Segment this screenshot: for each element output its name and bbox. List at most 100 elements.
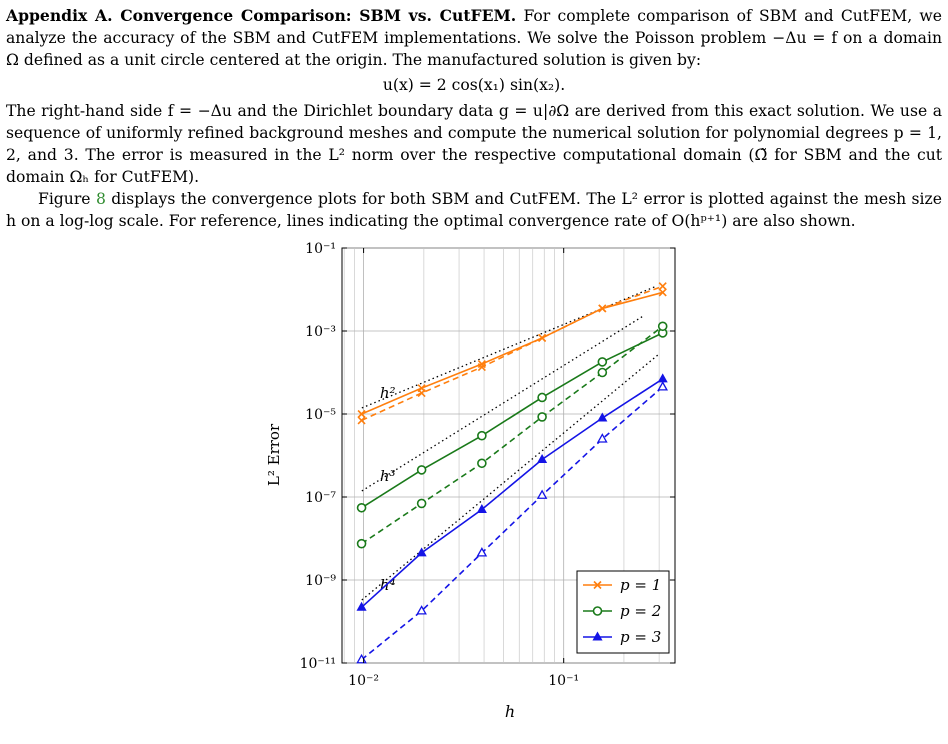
y-tick-label: 10⁻⁹ [305,573,336,589]
data-point [356,601,367,611]
y-tick-label: 10⁻⁵ [305,407,336,423]
data-point [356,502,367,513]
data-point [537,412,547,422]
marker-cross [658,282,667,291]
marker-circle [597,367,608,378]
y-axis-label: L² Error [265,423,283,486]
data-point [597,367,608,378]
data-point [657,373,668,383]
legend-label: p = 2 [620,602,661,620]
figure-ref-link[interactable]: 8 [95,190,106,208]
marker-circle [537,412,547,422]
marker-cross [357,416,366,425]
data-point [476,503,487,513]
marker-cross [357,409,366,419]
data-point [417,388,426,398]
series-line [361,386,664,661]
data-point [477,458,487,469]
axis-ticks: 10⁻¹¹ 10⁻⁹ 10⁻⁷ 10⁻⁵ 10⁻³ 10⁻¹ 10⁻² 10⁻¹ [300,241,675,689]
marker-circle [592,606,603,616]
x-axis-label: h [505,702,515,721]
data-point [658,282,667,291]
reference-line [361,315,644,492]
marker-cross [593,580,602,590]
legend-entry: p = 3 [583,628,661,646]
marker-cross [538,333,547,343]
marker-circle [477,458,487,469]
y-tick-label: 10⁻¹ [305,241,336,257]
data-point [477,430,487,441]
data-point [597,433,608,443]
marker-circle [537,392,547,403]
marker-circle [477,430,487,441]
paragraph-3: Figure 8 displays the convergence plots … [6,188,942,232]
marker-circle [657,321,668,332]
marker-triangle [537,453,548,464]
data-point [356,538,367,549]
marker-cross [477,363,486,372]
marker-stroke [658,288,667,297]
legend-entry: p = 1 [583,576,661,594]
data-point [357,416,366,425]
y-tick-label: 10⁻³ [305,324,336,340]
data-point [416,605,427,615]
marker-stroke [477,363,486,372]
marker-triangle [592,631,603,641]
marker-stroke [477,359,486,369]
y-tick-label: 10⁻⁷ [305,490,336,506]
data-point [477,363,486,372]
legend-label: p = 3 [620,628,661,646]
data-point [597,412,608,422]
series-line [361,378,664,608]
series-line [361,325,664,545]
paragraph-1: Appendix A. Convergence Comparison: SBM … [6,5,942,71]
data-point [538,333,547,343]
marker-circle [597,357,608,367]
marker-circle [416,498,427,509]
series-line [361,285,663,422]
marker-cross [658,288,667,297]
reference-line [361,285,657,409]
legend-entry: p = 2 [583,602,661,620]
equation: u(x) = 2 cos(x₁) sin(x₂). [382,76,566,94]
marker-stroke [598,304,607,313]
marker-triangle [657,373,668,383]
paragraph-2: The right-hand side f = −Δu and the Diri… [6,102,942,186]
x-tick-label: 10⁻¹ [548,673,579,689]
data-point [357,409,366,419]
data-point [657,321,668,332]
marker-stroke [538,333,547,343]
data-point [657,381,669,391]
reference-line [361,353,660,601]
data-point [416,465,427,475]
marker-triangle [356,601,367,611]
plot-grid [342,247,675,664]
series-line [361,291,663,415]
data-point [597,357,608,367]
marker-stroke [417,388,426,398]
x-tick-label: 10⁻² [348,673,379,689]
appendix-heading: Appendix A. Convergence Comparison: SBM … [6,6,517,25]
marker-triangle [476,503,487,513]
data-point [416,547,427,557]
legend-label: p = 1 [620,576,661,594]
data-point [536,489,548,499]
paragraph-3-pre: Figure [38,190,96,208]
data-series [356,282,669,664]
reference-line-label: h³ [380,467,396,485]
data-point [537,392,547,403]
marker-circle [356,502,367,513]
marker-stroke [357,409,366,419]
legend: p = 1 p = 2 p = 3 [576,570,670,654]
data-point [658,288,667,297]
data-point [416,498,427,509]
data-point [476,547,488,557]
y-tick-label: 10⁻¹¹ [300,656,336,672]
data-point [598,304,607,313]
marker-circle [416,465,427,475]
marker-triangle [597,412,608,422]
paragraph-1-body: For complete comparison of SBM and CutFE… [6,7,942,69]
marker-cross [417,388,426,398]
series-line [361,332,664,509]
